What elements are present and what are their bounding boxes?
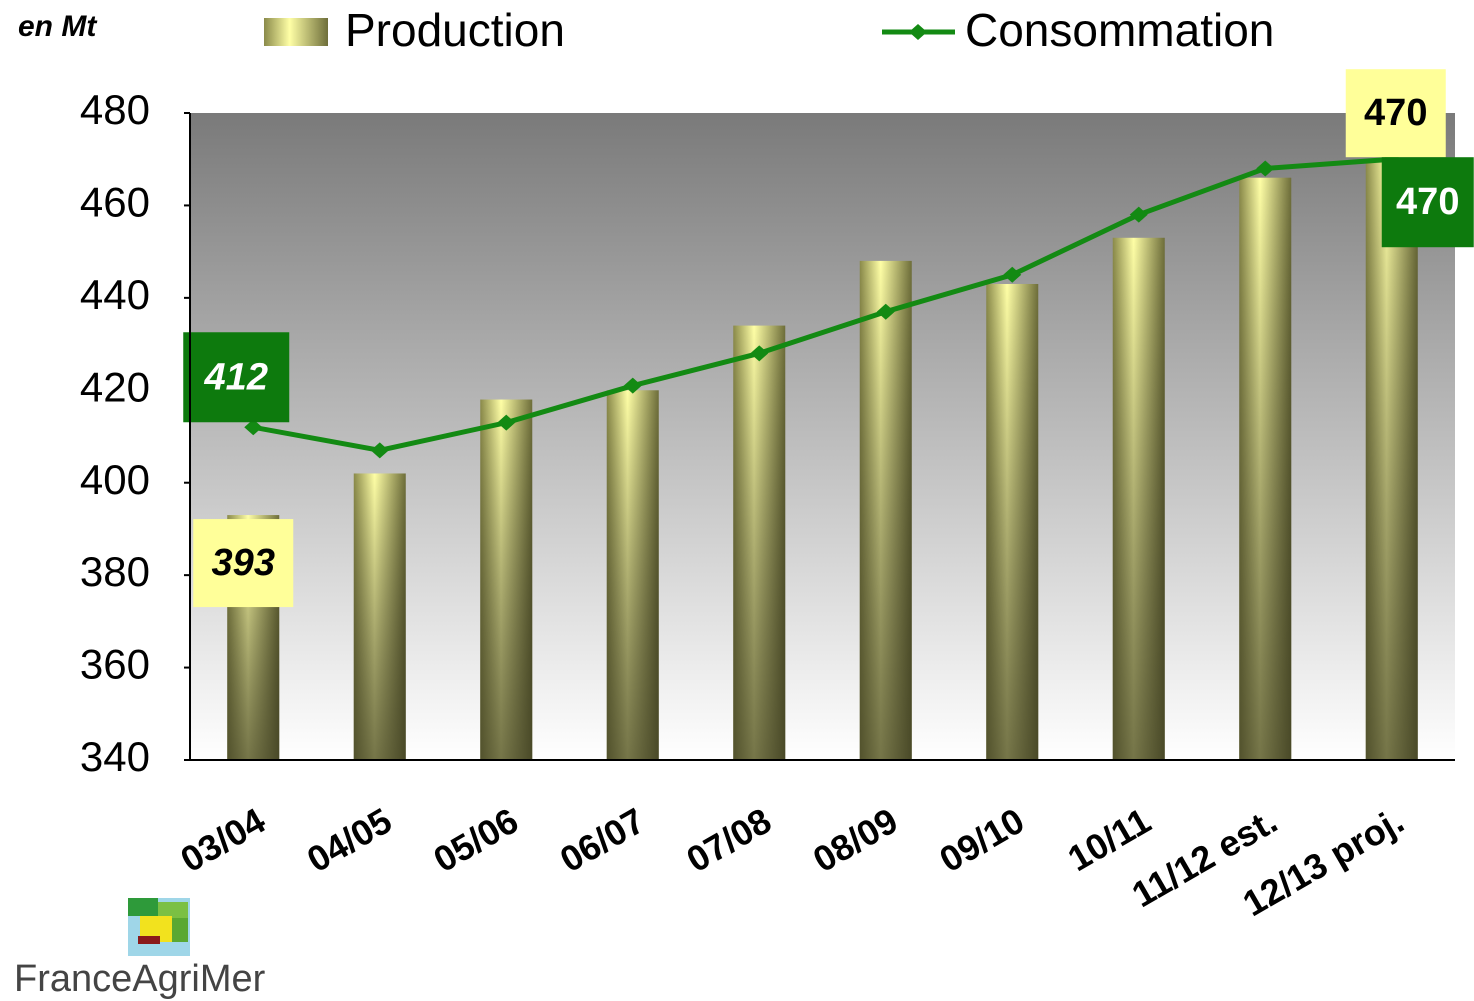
line-marker bbox=[876, 303, 895, 320]
data-label-box bbox=[193, 519, 294, 608]
y-label: en Mt bbox=[18, 10, 98, 43]
y-tick-label: 400 bbox=[80, 456, 150, 503]
bar bbox=[986, 283, 1039, 760]
line-marker bbox=[370, 442, 389, 459]
bar bbox=[606, 390, 659, 760]
line-marker bbox=[623, 377, 642, 394]
logo-text: FranceAgriMer bbox=[14, 958, 266, 1000]
data-label: 412 bbox=[204, 356, 268, 398]
data-label: 393 bbox=[212, 542, 275, 584]
bar bbox=[353, 473, 406, 760]
x-tick-label: 03/04 bbox=[173, 800, 272, 881]
legend-label: Consommation bbox=[965, 4, 1274, 56]
y-tick-label: 380 bbox=[80, 548, 150, 595]
line-marker bbox=[497, 414, 516, 431]
bar bbox=[1239, 177, 1292, 760]
y-tick-label: 340 bbox=[80, 733, 150, 780]
logo: FranceAgriMer bbox=[14, 898, 266, 1000]
legend-label: Production bbox=[345, 4, 565, 56]
x-tick-label: 06/07 bbox=[553, 800, 652, 881]
y-tick-label: 480 bbox=[80, 86, 150, 133]
bar bbox=[1112, 237, 1165, 760]
line-marker bbox=[244, 419, 263, 436]
legend-swatch bbox=[264, 18, 328, 46]
data-label-box bbox=[1381, 157, 1474, 248]
x-tick-label: 07/08 bbox=[679, 800, 778, 881]
line-marker bbox=[1003, 266, 1022, 283]
bar bbox=[733, 325, 786, 760]
bar bbox=[480, 399, 533, 760]
data-label: 470 bbox=[1364, 92, 1427, 134]
data-label-box bbox=[183, 332, 290, 423]
x-tick-label: 09/10 bbox=[932, 800, 1031, 881]
line bbox=[252, 156, 1392, 453]
y-tick-label: 360 bbox=[80, 641, 150, 688]
y-tick-label: 420 bbox=[80, 363, 150, 410]
bar bbox=[859, 260, 912, 760]
x-tick-label: 04/05 bbox=[300, 800, 399, 881]
y-tick-label: 460 bbox=[80, 179, 150, 226]
x-tick-label: 08/09 bbox=[806, 800, 905, 881]
data-label: 470 bbox=[1396, 181, 1459, 223]
legend-marker bbox=[909, 24, 927, 40]
x-tick-label: 05/06 bbox=[426, 800, 525, 881]
x-tick-label: 10/11 bbox=[1061, 800, 1158, 880]
line-marker bbox=[1129, 206, 1148, 223]
y-tick-label: 440 bbox=[80, 271, 150, 318]
line-marker bbox=[1256, 160, 1275, 177]
bar bbox=[1365, 159, 1418, 760]
line-marker bbox=[750, 345, 769, 362]
data-label-box bbox=[1345, 69, 1446, 158]
